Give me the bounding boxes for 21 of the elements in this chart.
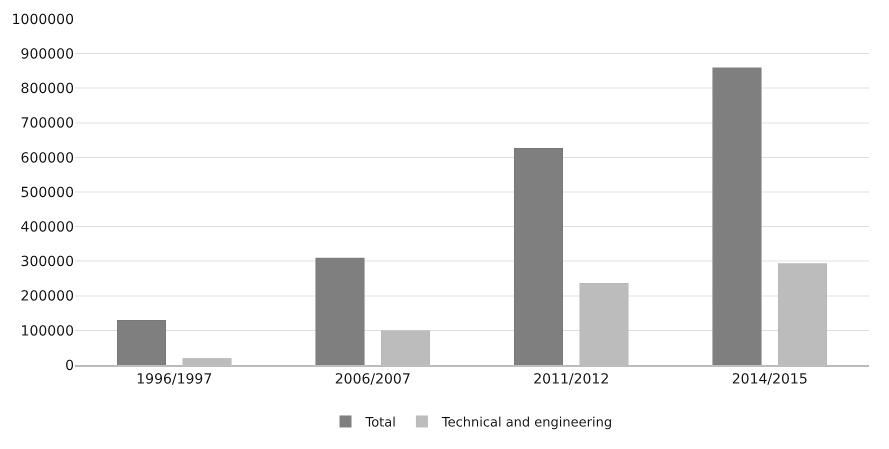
y-tick-label: 1000000 — [12, 12, 74, 28]
y-tick-label: 300000 — [20, 254, 74, 270]
y-tick-label: 200000 — [20, 288, 74, 305]
x-tick-label: 2006/2007 — [334, 372, 411, 388]
bar — [315, 258, 365, 365]
y-tick-label: 500000 — [20, 184, 74, 201]
y-tick-label: 700000 — [20, 116, 74, 132]
y-tick-label: 600000 — [20, 150, 74, 166]
y-tick-label: 0 — [65, 358, 74, 374]
y-tick-label: 400000 — [20, 220, 74, 236]
bar — [514, 148, 564, 365]
bar — [116, 320, 166, 365]
y-tick-label: 100000 — [20, 323, 74, 340]
bar — [712, 67, 762, 365]
legend-label: Technical and engineering — [440, 416, 612, 431]
y-tick-label: 900000 — [20, 46, 74, 62]
x-tick-label: 1996/1997 — [136, 372, 212, 388]
x-tick-label: 2011/2012 — [533, 372, 610, 388]
x-tick-label: 2014/2015 — [732, 372, 808, 388]
y-tick-label: 800000 — [20, 81, 74, 98]
legend-label: Total — [364, 416, 396, 431]
